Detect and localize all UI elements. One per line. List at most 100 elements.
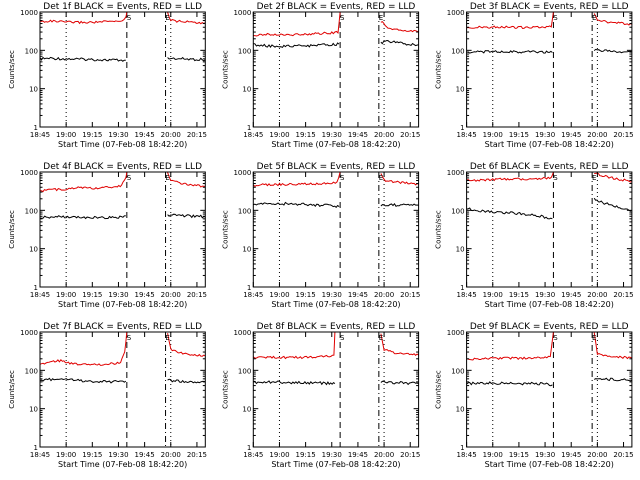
x-tick-label: 18:45 — [30, 451, 50, 459]
annotation-s: S — [340, 174, 345, 182]
annotation-s: S — [127, 14, 132, 22]
y-tick-label: 1 — [34, 284, 38, 292]
x-tick-label: 19:30 — [108, 291, 128, 299]
plot-frame — [252, 331, 420, 448]
x-tick-label: 19:15 — [82, 131, 102, 139]
x-tick-label: 19:45 — [561, 291, 581, 299]
x-axis-label: Start Time (07-Feb-08 18:42:20) — [58, 460, 187, 469]
y-axis-label: Counts/sec — [435, 50, 443, 89]
panel-det-6: Det 6f BLACK = Events, RED = LLD S E 1 10 100… — [435, 162, 634, 309]
annotation-e: E — [592, 334, 596, 342]
x-tick-label: 19:45 — [348, 291, 368, 299]
annotation-e: E — [165, 334, 169, 342]
x-tick-label: 19:00 — [56, 451, 76, 459]
x-axis-label: Start Time (07-Feb-08 18:42:20) — [485, 140, 614, 149]
x-tick-label: 19:45 — [135, 131, 155, 139]
x-tick-label: 20:15 — [400, 451, 420, 459]
y-axis-label: Counts/sec — [221, 210, 229, 249]
x-tick-label: 20:00 — [587, 291, 607, 299]
series-events-line — [380, 380, 419, 386]
y-tick-label: 10 — [456, 406, 465, 414]
series-events-line — [466, 50, 553, 54]
annotation-e: E — [165, 174, 169, 182]
x-tick-label: 19:45 — [348, 131, 368, 139]
x-axis-label: Start Time (07-Feb-08 18:42:20) — [485, 460, 614, 469]
panel-det-4: Det 4f BLACK = Events, RED = LLD S E 1 10 100… — [8, 162, 207, 309]
series-lld-line — [167, 12, 206, 25]
y-tick-label: 10 — [456, 86, 465, 94]
series-events-line — [167, 213, 206, 219]
y-tick-label: 10 — [29, 406, 38, 414]
annotation-s: S — [127, 174, 132, 182]
y-tick-label: 1000 — [447, 329, 465, 337]
series-events-line — [593, 377, 633, 382]
y-tick-label: 100 — [25, 207, 38, 215]
x-tick-label: 18:45 — [457, 131, 477, 139]
x-tick-label: 19:30 — [322, 451, 342, 459]
x-tick-label: 19:00 — [56, 291, 76, 299]
series-events-line — [167, 56, 206, 62]
x-tick-label: 19:15 — [296, 451, 316, 459]
panel-title: Det 3f BLACK = Events, RED = LLD — [470, 2, 629, 12]
x-tick-label: 19:00 — [483, 131, 503, 139]
y-axis-label: Counts/sec — [221, 370, 229, 409]
panel-title: Det 1f BLACK = Events, RED = LLD — [43, 2, 202, 12]
y-tick-label: 100 — [25, 367, 38, 375]
y-tick-label: 1000 — [20, 169, 38, 177]
x-axis-label: Start Time (07-Feb-08 18:42:20) — [271, 460, 400, 469]
x-tick-label: 20:15 — [613, 131, 633, 139]
series-events-line — [380, 202, 419, 207]
x-tick-label: 19:45 — [135, 291, 155, 299]
x-tick-label: 20:15 — [187, 451, 207, 459]
x-tick-label: 19:15 — [509, 291, 529, 299]
x-tick-label: 19:00 — [269, 451, 289, 459]
x-tick-label: 20:00 — [587, 131, 607, 139]
annotation-e: E — [379, 14, 383, 22]
y-axis-label: Counts/sec — [8, 210, 16, 249]
series-lld-line — [380, 333, 419, 356]
series-events-line — [466, 207, 553, 220]
x-tick-label: 19:15 — [509, 451, 529, 459]
series-lld-line — [466, 171, 554, 182]
annotation-s: S — [553, 174, 558, 182]
panel-det-1: Det 1f BLACK = Events, RED = LLD S E 1 10 100… — [8, 2, 207, 149]
series-lld-line — [167, 172, 206, 188]
panel-title: Det 8f BLACK = Events, RED = LLD — [257, 322, 416, 332]
y-tick-label: 10 — [29, 86, 38, 94]
y-tick-label: 1 — [34, 444, 38, 452]
x-tick-label: 20:00 — [587, 451, 607, 459]
plot-frame — [39, 11, 206, 128]
y-axis-label: Counts/sec — [435, 210, 443, 249]
x-tick-label: 19:00 — [483, 451, 503, 459]
y-tick-label: 10 — [456, 246, 465, 254]
series-events-line — [39, 215, 126, 220]
y-tick-label: 100 — [238, 47, 251, 55]
x-tick-label: 18:45 — [243, 131, 263, 139]
panel-det-5: Det 5f BLACK = Events, RED = LLD S E 1 10 100… — [221, 162, 420, 309]
x-tick-label: 19:45 — [561, 131, 581, 139]
x-tick-label: 18:45 — [30, 291, 50, 299]
annotation-s: S — [127, 334, 132, 342]
y-tick-label: 1 — [34, 124, 38, 132]
panel-title: Det 4f BLACK = Events, RED = LLD — [43, 162, 202, 172]
y-axis-label: Counts/sec — [8, 50, 16, 89]
x-tick-label: 19:30 — [535, 291, 555, 299]
series-lld-line — [594, 172, 632, 183]
annotation-e: E — [379, 334, 383, 342]
panel-det-2: Det 2f BLACK = Events, RED = LLD S E 1 10 100… — [221, 2, 420, 149]
x-tick-label: 19:15 — [82, 291, 102, 299]
y-tick-label: 1000 — [20, 329, 38, 337]
annotation-s: S — [340, 14, 345, 22]
series-events-line — [253, 201, 340, 208]
x-tick-label: 19:15 — [296, 291, 316, 299]
panel-title: Det 2f BLACK = Events, RED = LLD — [257, 2, 416, 12]
y-axis-label: Counts/sec — [8, 370, 16, 409]
plot-frame — [39, 171, 206, 288]
x-tick-label: 19:30 — [535, 451, 555, 459]
series-lld-line — [380, 173, 419, 186]
x-tick-label: 20:00 — [374, 291, 394, 299]
series-lld-line — [253, 331, 336, 360]
series-lld-line — [380, 20, 419, 33]
panel-title: Det 7f BLACK = Events, RED = LLD — [43, 322, 202, 332]
annotation-s: S — [553, 14, 558, 22]
